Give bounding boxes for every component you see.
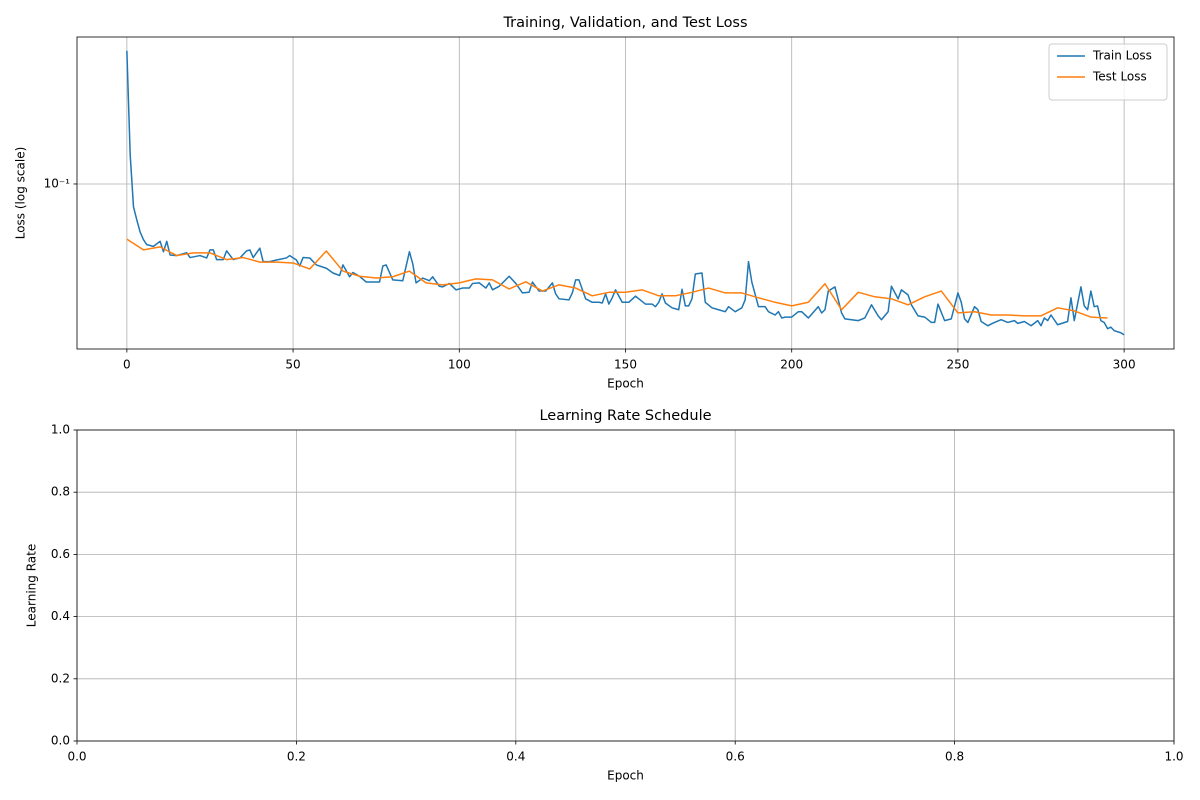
x-tick-label: 150: [614, 358, 637, 372]
y-tick-label: 0.6: [51, 547, 70, 561]
x-axis-label: Epoch: [607, 769, 644, 783]
x-tick-label: 1.0: [1164, 750, 1183, 764]
x-tick-label: 0.0: [67, 750, 86, 764]
x-tick-label: 0.2: [287, 750, 306, 764]
legend-label: Test Loss: [1092, 70, 1147, 84]
x-axis-label: Epoch: [607, 377, 644, 391]
y-tick-label: 10⁻¹: [44, 176, 71, 190]
y-axis-label: Loss (log scale): [14, 147, 28, 240]
x-tick-label: 0: [123, 358, 131, 372]
x-tick-label: 100: [448, 358, 471, 372]
loss-line: [126, 50, 1125, 336]
y-tick-label: 0.0: [51, 734, 70, 748]
x-tick-label: 0.8: [945, 750, 964, 764]
axes: Learning Rate Schedule Epoch Learning Rate…: [25, 408, 1184, 783]
x-tick-label: 250: [946, 358, 969, 372]
y-tick-label: 0.2: [51, 671, 70, 685]
y-axis-label: Learning Rate: [25, 544, 39, 627]
axes-frame: [76, 429, 1175, 742]
legend-box: [1048, 43, 1168, 101]
legend-label: Train Loss: [1092, 49, 1152, 63]
axes: Training, Validation, and Test Loss Epoch…: [14, 15, 1175, 391]
axes-frame: [76, 36, 1175, 350]
legend: Train Loss Test Loss: [1048, 43, 1168, 101]
x-tick-label: 0.4: [506, 750, 525, 764]
y-tick-label: 0.8: [51, 485, 70, 499]
x-tick-label: 0.6: [726, 750, 745, 764]
y-tick-label: 1.0: [51, 423, 70, 437]
y-tick-label: 0.4: [51, 609, 70, 623]
loss-line: [126, 238, 1108, 319]
x-tick-label: 50: [285, 358, 300, 372]
chart-title: Training, Validation, and Test Loss: [502, 15, 747, 31]
chart-title: Learning Rate Schedule: [539, 408, 711, 424]
x-tick-label: 200: [780, 358, 803, 372]
x-tick-label: 300: [1113, 358, 1136, 372]
